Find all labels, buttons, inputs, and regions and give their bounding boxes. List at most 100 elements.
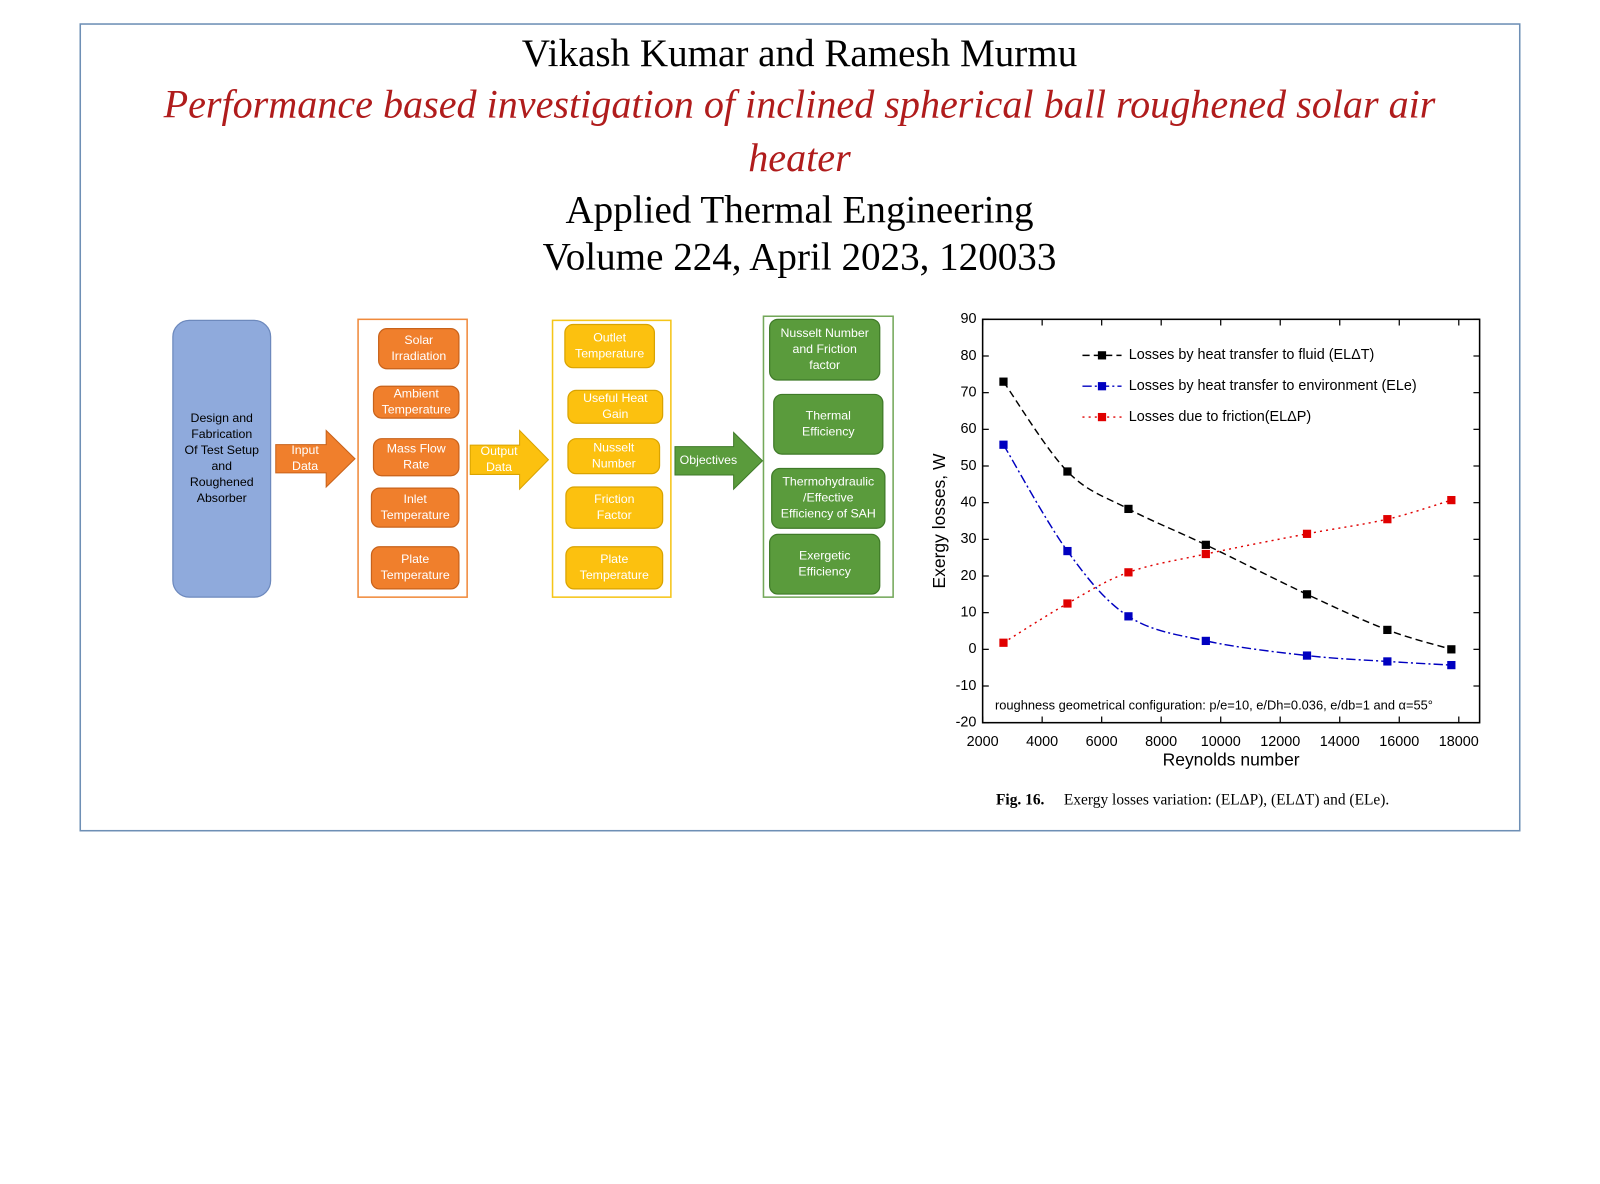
node-box <box>567 389 664 424</box>
x-tick-label: 12000 <box>1260 734 1300 750</box>
node-label: Efficiency <box>802 425 855 439</box>
x-tick-label: 14000 <box>1320 734 1360 750</box>
node-label: Temperature <box>382 402 451 416</box>
node-label: Irradiation <box>391 349 446 363</box>
node-box <box>771 467 886 529</box>
data-point <box>1447 660 1456 670</box>
y-tick-label: 30 <box>960 531 976 547</box>
legend-marker <box>1097 412 1107 422</box>
node-label: Mass Flow <box>387 442 446 456</box>
volume: Volume 224, April 2023, 120033 <box>543 236 1057 279</box>
node-label: /Effective <box>803 491 854 505</box>
data-point <box>1447 495 1456 505</box>
node-label: Temperature <box>580 568 649 582</box>
node-label: Design and <box>191 411 254 425</box>
y-tick-label: 20 <box>960 568 976 584</box>
annotation: roughness geometrical configuration: p/e… <box>995 698 1433 713</box>
node-box <box>565 546 664 590</box>
node-label: Solar <box>404 333 433 347</box>
legend-label: Losses by heat transfer to environment (… <box>1129 378 1417 394</box>
y-tick-label: -10 <box>956 678 977 694</box>
data-point <box>1124 612 1133 621</box>
node-label: Plate <box>600 552 628 566</box>
node-label: and <box>211 459 232 473</box>
x-tick-label: 4000 <box>1026 734 1058 750</box>
node-label: Temperature <box>381 508 450 522</box>
data-point <box>1124 568 1133 577</box>
data-point <box>1302 590 1312 599</box>
x-axis-title: Reynolds number <box>1163 749 1300 769</box>
node-label: Thermohydraulic <box>782 475 874 489</box>
node-label: Data <box>486 460 512 474</box>
node-label: Factor <box>597 508 632 522</box>
data-point <box>999 377 1008 386</box>
caption-text: Exergy losses variation: (ELΔP), (ELΔT) … <box>1064 791 1389 808</box>
journal: Applied Thermal Engineering <box>565 188 1033 231</box>
x-tick-label: 10000 <box>1201 734 1241 750</box>
y-tick-label: 40 <box>960 494 976 510</box>
group-frame <box>551 319 672 598</box>
data-point <box>1201 636 1210 646</box>
x-tick-label: 6000 <box>1086 734 1118 750</box>
node-label: Temperature <box>575 346 644 360</box>
node-box <box>172 319 272 598</box>
data-point <box>1383 657 1392 666</box>
node-box <box>567 438 661 475</box>
node-box <box>370 546 460 590</box>
node-label: Outlet <box>593 330 626 344</box>
node-label: and Friction <box>792 342 857 356</box>
node-label: Nusselt Number <box>780 326 868 340</box>
data-point <box>1063 599 1072 608</box>
node-label: factor <box>809 358 840 372</box>
data-point <box>1383 515 1392 524</box>
chart: 2000 4000 6000 8000 10000 12000 14000 16000 1800… <box>929 311 1481 808</box>
y-tick-label: 60 <box>960 421 976 437</box>
node-label: Ambient <box>394 386 440 400</box>
diagram-frames <box>357 315 894 598</box>
plot-area <box>981 318 1481 724</box>
node-label: Plate <box>401 552 429 566</box>
data-point <box>1383 625 1392 635</box>
node-label: Objectives <box>680 453 738 467</box>
node-box <box>372 438 460 477</box>
group-frame <box>357 318 468 598</box>
node-box <box>370 487 460 528</box>
node-label: Friction <box>594 492 635 506</box>
legend-marker <box>1097 351 1107 360</box>
x-tick-label: 8000 <box>1145 734 1177 750</box>
node-label: Gain <box>602 407 628 421</box>
x-tick-label: 16000 <box>1379 734 1419 750</box>
legend-label: Losses by heat transfer to fluid (ELΔT) <box>1129 347 1375 363</box>
node-arrow <box>469 429 550 491</box>
node-label: Exergetic <box>799 549 850 563</box>
node-box <box>769 533 881 595</box>
diagram: Design and Fabrication Of Test Setup and Rou… <box>172 318 886 598</box>
y-tick-label: 80 <box>960 348 976 364</box>
node-box <box>378 327 460 370</box>
node-label: Data <box>292 459 318 473</box>
node-box <box>565 486 664 529</box>
node-arrow <box>275 429 356 489</box>
y-tick-label: -20 <box>956 714 977 730</box>
node-box <box>773 393 884 455</box>
node-label: Number <box>592 456 636 470</box>
node-label: Absorber <box>197 491 247 505</box>
node-label: Roughened <box>190 475 254 489</box>
title: Performance based investigation of incli… <box>163 82 1436 127</box>
node-label: Output <box>481 444 519 458</box>
node-label: Temperature <box>381 568 450 582</box>
data-point <box>999 440 1008 449</box>
caption-label: Fig. 16. <box>996 791 1045 808</box>
node-label: Of Test Setup <box>185 443 260 457</box>
node-box <box>372 385 460 419</box>
node-box <box>769 318 881 381</box>
data-point <box>1201 540 1210 549</box>
node-label: Efficiency <box>798 564 851 578</box>
y-tick-label: 50 <box>960 458 976 474</box>
data-point <box>1302 529 1312 538</box>
node-label: Fabrication <box>191 427 252 441</box>
node-label: Inlet <box>404 492 428 506</box>
node-box <box>564 323 656 369</box>
